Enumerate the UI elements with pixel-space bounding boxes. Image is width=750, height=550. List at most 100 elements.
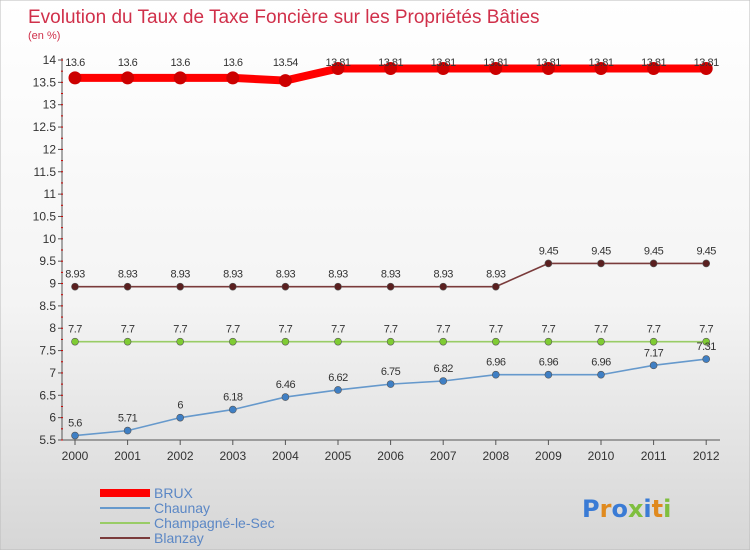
data-point bbox=[71, 282, 79, 291]
data-label: 6.75 bbox=[381, 366, 401, 378]
y-tick-label: 11 bbox=[44, 187, 57, 201]
x-tick-label: 2000 bbox=[62, 449, 89, 463]
data-label: 7.7 bbox=[594, 324, 608, 336]
y-tick-label: 12 bbox=[43, 142, 57, 156]
data-point bbox=[649, 337, 658, 346]
data-label: 8.93 bbox=[433, 269, 453, 281]
data-label: 9.45 bbox=[539, 245, 559, 257]
data-point bbox=[491, 370, 500, 379]
data-label: 6.62 bbox=[328, 372, 348, 384]
x-tick-label: 2010 bbox=[588, 449, 615, 463]
data-label: 13.81 bbox=[325, 57, 350, 69]
data-point bbox=[702, 355, 711, 363]
x-tick-label: 2007 bbox=[430, 449, 457, 463]
data-point bbox=[491, 282, 500, 291]
data-label: 13.81 bbox=[588, 57, 613, 69]
data-point bbox=[226, 71, 240, 85]
y-tick-label: 8.5 bbox=[39, 299, 56, 313]
data-point bbox=[331, 61, 345, 75]
data-label: 13.81 bbox=[694, 57, 719, 69]
chart-subtitle: (en %) bbox=[28, 30, 60, 42]
data-point bbox=[334, 337, 342, 346]
data-label: 6.96 bbox=[539, 357, 559, 369]
data-point bbox=[702, 337, 711, 346]
logo-text: Proxiti bbox=[582, 495, 671, 523]
data-point bbox=[384, 61, 398, 75]
data-point bbox=[649, 361, 658, 370]
y-tick-label: 6 bbox=[49, 411, 56, 425]
data-label: 6.96 bbox=[591, 357, 611, 369]
data-label: 7.7 bbox=[331, 324, 345, 336]
data-label: 7.7 bbox=[173, 324, 187, 336]
data-label: 7.7 bbox=[542, 324, 556, 336]
data-label: 8.93 bbox=[118, 269, 138, 281]
data-label: 8.93 bbox=[170, 269, 190, 281]
data-point bbox=[597, 259, 605, 268]
x-tick-label: 2012 bbox=[693, 449, 720, 463]
data-label: 13.6 bbox=[170, 57, 190, 69]
y-tick-label: 10 bbox=[43, 232, 57, 246]
data-point bbox=[123, 282, 132, 291]
data-label: 13.54 bbox=[273, 57, 298, 69]
data-label: 5.71 bbox=[118, 413, 138, 425]
data-label: 7.7 bbox=[489, 324, 503, 336]
legend-label: Chaunay bbox=[154, 500, 210, 516]
y-tick-label: 10.5 bbox=[33, 209, 57, 223]
data-label: 8.93 bbox=[486, 269, 506, 281]
x-tick-label: 2008 bbox=[482, 449, 509, 463]
legend-label: Champagné-le-Sec bbox=[154, 515, 275, 531]
data-label: 6.82 bbox=[433, 363, 453, 375]
y-tick-label: 14 bbox=[43, 53, 57, 67]
data-point bbox=[229, 405, 237, 414]
data-point bbox=[594, 61, 608, 75]
data-point bbox=[173, 71, 187, 85]
data-point bbox=[544, 259, 553, 268]
data-point bbox=[229, 337, 237, 346]
data-point bbox=[439, 282, 448, 291]
data-point bbox=[702, 259, 711, 268]
y-tick-label: 7 bbox=[49, 366, 56, 380]
data-point bbox=[544, 337, 553, 346]
data-label: 13.6 bbox=[223, 57, 243, 69]
y-tick-label: 9 bbox=[49, 277, 56, 291]
chart-title: Evolution du Taux de Taxe Foncière sur l… bbox=[28, 7, 540, 28]
x-tick-label: 2005 bbox=[325, 449, 352, 463]
chart-axes: 5.5 6 6.5 7 7.5 8 8.5 9 9.5 10 10.5 11 11.5 12 12.5 13 1… bbox=[33, 53, 720, 463]
x-tick-label: 2002 bbox=[167, 449, 194, 463]
data-point bbox=[649, 259, 658, 268]
data-point bbox=[281, 393, 290, 401]
data-label: 7.7 bbox=[699, 324, 713, 336]
proxiti-logo: Proxiti bbox=[582, 495, 671, 523]
legend-label: Blanzay bbox=[154, 530, 204, 546]
data-point bbox=[176, 337, 184, 346]
data-point bbox=[597, 337, 605, 346]
x-tick-label: 2004 bbox=[272, 449, 299, 463]
data-label: 6.96 bbox=[486, 357, 506, 369]
data-label: 7.7 bbox=[436, 324, 450, 336]
series-points bbox=[68, 61, 713, 440]
data-label: 13.81 bbox=[483, 57, 508, 69]
data-point bbox=[647, 61, 661, 75]
data-label: 7.7 bbox=[226, 324, 240, 336]
data-label: 8.93 bbox=[223, 269, 243, 281]
data-point bbox=[386, 282, 395, 291]
data-point bbox=[71, 337, 79, 346]
data-point bbox=[597, 370, 605, 379]
data-point bbox=[386, 380, 395, 388]
data-point bbox=[439, 337, 448, 346]
data-point bbox=[439, 377, 448, 385]
data-label: 9.45 bbox=[644, 245, 664, 257]
data-label: 13.81 bbox=[536, 57, 561, 69]
data-label: 7.31 bbox=[696, 341, 716, 353]
data-point bbox=[71, 431, 79, 440]
y-tick-label: 7.5 bbox=[39, 344, 56, 358]
y-tick-label: 11.5 bbox=[34, 165, 57, 179]
x-tick-label: 2006 bbox=[377, 449, 404, 463]
x-tick-label: 2001 bbox=[114, 449, 141, 463]
data-point bbox=[544, 370, 553, 379]
data-label: 7.7 bbox=[279, 324, 293, 336]
data-label: 13.81 bbox=[378, 57, 403, 69]
